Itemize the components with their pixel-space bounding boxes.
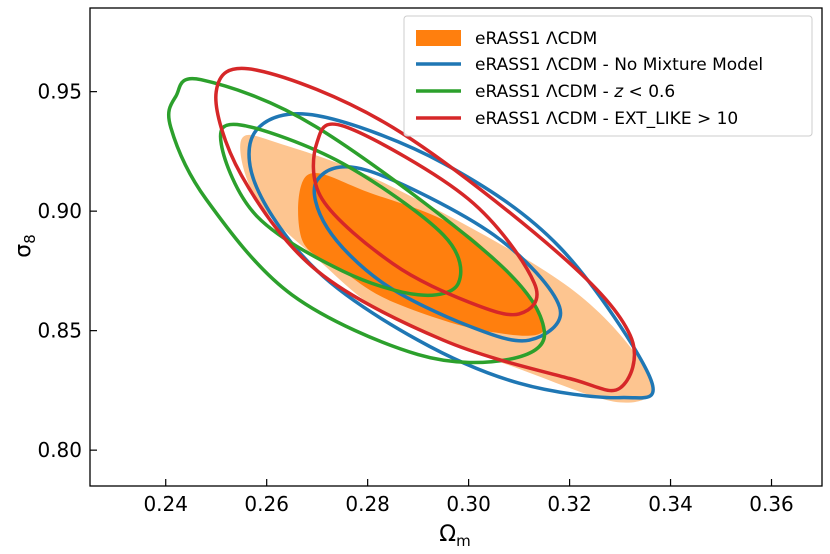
contour-erass1-cdm-no-mixture-model-1sigma: [312, 165, 563, 343]
contour-layer: [166, 66, 655, 403]
x-axis-label: Ωm: [439, 522, 470, 550]
y-tick-label: 0.90: [37, 199, 82, 223]
x-axis-label-main: Ω: [439, 522, 456, 547]
y-tick-label: 0.85: [37, 319, 82, 343]
x-tick-label: 0.36: [749, 492, 794, 516]
y-axis-label: σ8: [11, 234, 39, 258]
contour-erass1-cdm-ext-like-10-1sigma: [311, 122, 539, 317]
x-tick-label: 0.26: [244, 492, 289, 516]
y-tick-label: 0.95: [37, 80, 82, 104]
x-tick-label: 0.24: [143, 492, 188, 516]
legend-box: [403, 15, 813, 137]
legend-label-no-mixture: eRASS1 ΛCDM - No Mixture Model: [475, 55, 763, 75]
legend-swatch-erass1: [416, 30, 461, 46]
x-tick-label: 0.28: [345, 492, 390, 516]
legend-label-z-cut: eRASS1 ΛCDM - z < 0.6: [475, 82, 675, 102]
legend-label-z-cut-variable: z: [613, 82, 624, 102]
contour-erass1-cdm-1sigma: [298, 173, 545, 336]
legend-label-erass1: eRASS1 ΛCDM: [475, 29, 597, 49]
plot-frame: [89, 7, 823, 487]
legend-label-z-cut-suffix: < 0.6: [623, 82, 675, 102]
y-tick-label: 0.80: [37, 438, 82, 462]
tick-layer: 0.24 0.26 0.28 0.30 0.32 0.34 0.36 0.80 0.85 0.90…: [37, 80, 793, 516]
legend-label-z-cut-prefix: eRASS1 ΛCDM -: [475, 82, 614, 102]
contour-erass1-cdm-z-0-6-1sigma: [218, 122, 463, 298]
y-axis-label-sub: 8: [21, 234, 39, 244]
contour-erass1-cdm-z-0-6-2sigma: [166, 76, 547, 365]
x-tick-label: 0.30: [446, 492, 491, 516]
x-tick-label: 0.32: [547, 492, 592, 516]
legend: eRASS1 ΛCDM eRASS1 ΛCDM - No Mixture Mod…: [403, 15, 813, 137]
x-tick-label: 0.34: [648, 492, 693, 516]
contour-erass1-cdm-ext-like-10-2sigma: [214, 66, 637, 393]
x-axis-label-sub: m: [456, 532, 471, 550]
y-axis-label-main: σ: [11, 244, 36, 258]
legend-label-ext-like: eRASS1 ΛCDM - EXT_LIKE > 10: [475, 109, 738, 129]
